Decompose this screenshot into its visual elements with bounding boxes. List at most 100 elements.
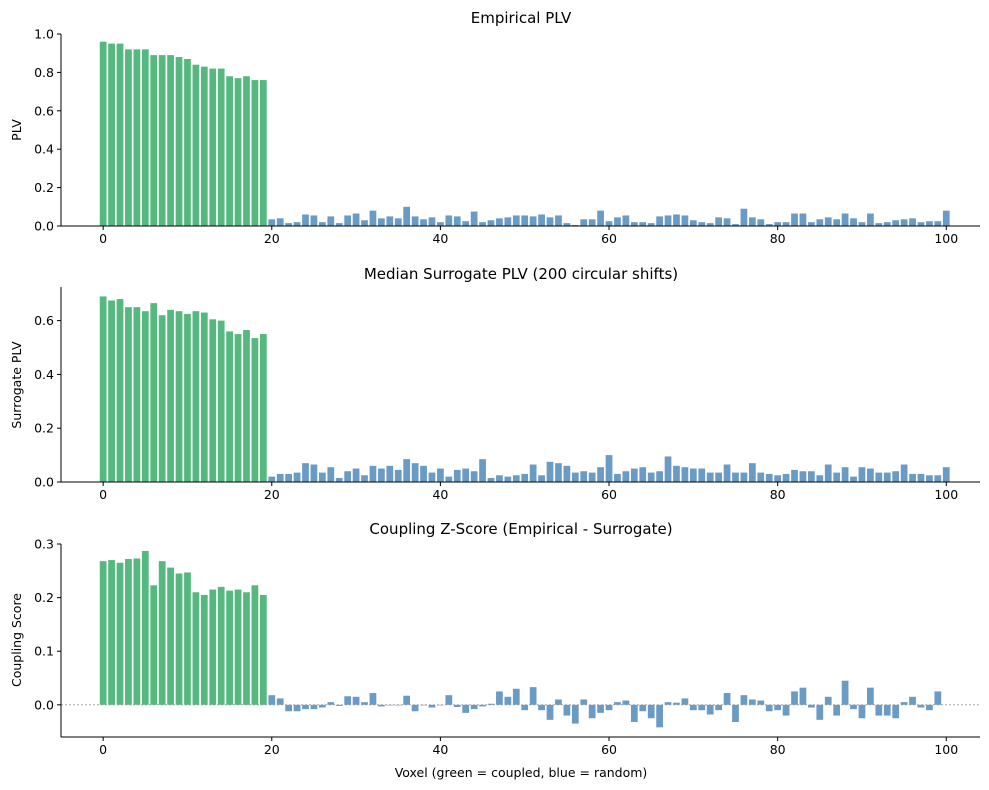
x-tick-label: 40	[432, 487, 448, 502]
bar-random-91	[867, 468, 874, 482]
bar-coupled-16	[234, 589, 242, 705]
bar-random-55	[563, 465, 571, 482]
x-tick-label: 80	[770, 231, 786, 246]
bar-random-22	[285, 473, 293, 482]
bar-random-43	[462, 468, 470, 482]
bar-random-57	[580, 699, 588, 705]
bar-random-42	[453, 469, 461, 482]
bar-random-89	[850, 218, 857, 226]
bar-random-21	[276, 698, 284, 705]
bar-coupled-8	[167, 309, 174, 482]
bar-random-32	[369, 465, 377, 482]
bar-coupled-2	[116, 299, 124, 482]
bar-random-59	[597, 704, 604, 713]
bar-random-78	[757, 219, 765, 226]
bar-random-97	[917, 473, 925, 482]
bar-random-94	[892, 220, 900, 226]
bar-random-73	[715, 704, 722, 711]
y-tick-label: 0.0	[34, 475, 54, 490]
bar-random-31	[361, 475, 368, 482]
bar-random-47	[496, 218, 503, 226]
bar-random-100	[942, 467, 950, 482]
bar-random-84	[808, 471, 815, 482]
bar-random-57	[580, 219, 588, 226]
bar-random-55	[563, 223, 571, 226]
bar-random-50	[521, 473, 529, 482]
bar-random-64	[639, 467, 647, 482]
bar-coupled-9	[175, 573, 183, 705]
bar-random-21	[276, 473, 284, 482]
panel-1-plot: 0 20 40 60 80 100 0.0 0.2 0.4 0.6 0.8 1.0	[34, 27, 980, 246]
y-tick-label: 0.0	[34, 219, 54, 234]
panel-empirical-plv: Empirical PLV PLV 0 20 40 60 80 1000.00.20.40…	[9, 9, 980, 246]
bar-random-74	[723, 464, 731, 482]
bar-coupled-2	[116, 562, 124, 705]
bar-coupled-17	[243, 592, 250, 705]
bar-coupled-9	[175, 57, 183, 226]
bar-random-68	[673, 465, 680, 482]
bar-random-69	[681, 467, 689, 482]
bar-random-95	[900, 464, 908, 482]
bar-random-63	[630, 704, 638, 722]
bar-coupled-3	[125, 559, 132, 705]
bar-coupled-6	[150, 585, 158, 705]
x-tick-label: 20	[264, 742, 280, 757]
bar-random-84	[808, 704, 815, 708]
bar-random-32	[369, 210, 377, 226]
bar-random-52	[538, 214, 545, 226]
bar-random-56	[571, 704, 579, 724]
y-tick-label: 0.6	[34, 313, 54, 328]
bar-random-81	[782, 222, 790, 226]
bar-random-59	[597, 210, 604, 226]
bar-random-65	[647, 704, 655, 719]
bar-coupled-13	[209, 589, 217, 705]
bar-random-82	[791, 691, 798, 705]
bar-random-90	[858, 467, 866, 482]
x-tick-label: 60	[601, 487, 617, 502]
y-tick-label: 0.2	[34, 590, 54, 605]
bar-random-61	[614, 702, 621, 705]
bar-random-22	[285, 223, 293, 226]
x-tick-label: 100	[934, 742, 958, 757]
bar-random-40	[437, 222, 444, 226]
bar-coupled-12	[200, 594, 208, 705]
bar-coupled-11	[192, 311, 200, 482]
bar-random-69	[681, 215, 689, 226]
bar-random-91	[867, 687, 874, 705]
bar-random-36	[403, 206, 411, 226]
bar-random-27	[327, 467, 335, 482]
bar-random-87	[833, 472, 841, 482]
bar-random-46	[487, 477, 495, 482]
bar-random-88	[841, 213, 849, 226]
bar-coupled-8	[167, 567, 174, 705]
bar-random-92	[875, 223, 883, 226]
bar-random-44	[470, 471, 478, 482]
bar-random-81	[782, 704, 790, 716]
bar-coupled-5	[141, 550, 149, 705]
bar-random-23	[293, 472, 301, 482]
bar-random-23	[293, 222, 301, 226]
bar-coupled-4	[133, 49, 141, 226]
bar-random-70	[689, 220, 697, 226]
bar-random-72	[706, 472, 714, 482]
bar-random-96	[909, 218, 916, 226]
x-tick-label: 40	[432, 742, 448, 757]
bar-random-69	[681, 698, 689, 705]
bar-random-47	[496, 475, 503, 482]
y-tick-label: 1.0	[34, 27, 54, 42]
bar-coupled-18	[251, 338, 259, 482]
bar-random-88	[841, 467, 849, 482]
bar-random-62	[622, 215, 630, 226]
bar-random-82	[791, 213, 798, 226]
bar-random-67	[664, 215, 672, 226]
bar-random-53	[546, 461, 554, 482]
bar-random-38	[420, 465, 427, 482]
bar-random-20	[268, 476, 276, 482]
bar-coupled-3	[125, 307, 132, 482]
bar-coupled-0	[99, 561, 107, 705]
bar-random-42	[453, 216, 461, 226]
bar-random-30	[352, 468, 360, 482]
bar-coupled-9	[175, 311, 183, 482]
bar-random-61	[614, 217, 621, 226]
bar-random-58	[588, 704, 596, 719]
